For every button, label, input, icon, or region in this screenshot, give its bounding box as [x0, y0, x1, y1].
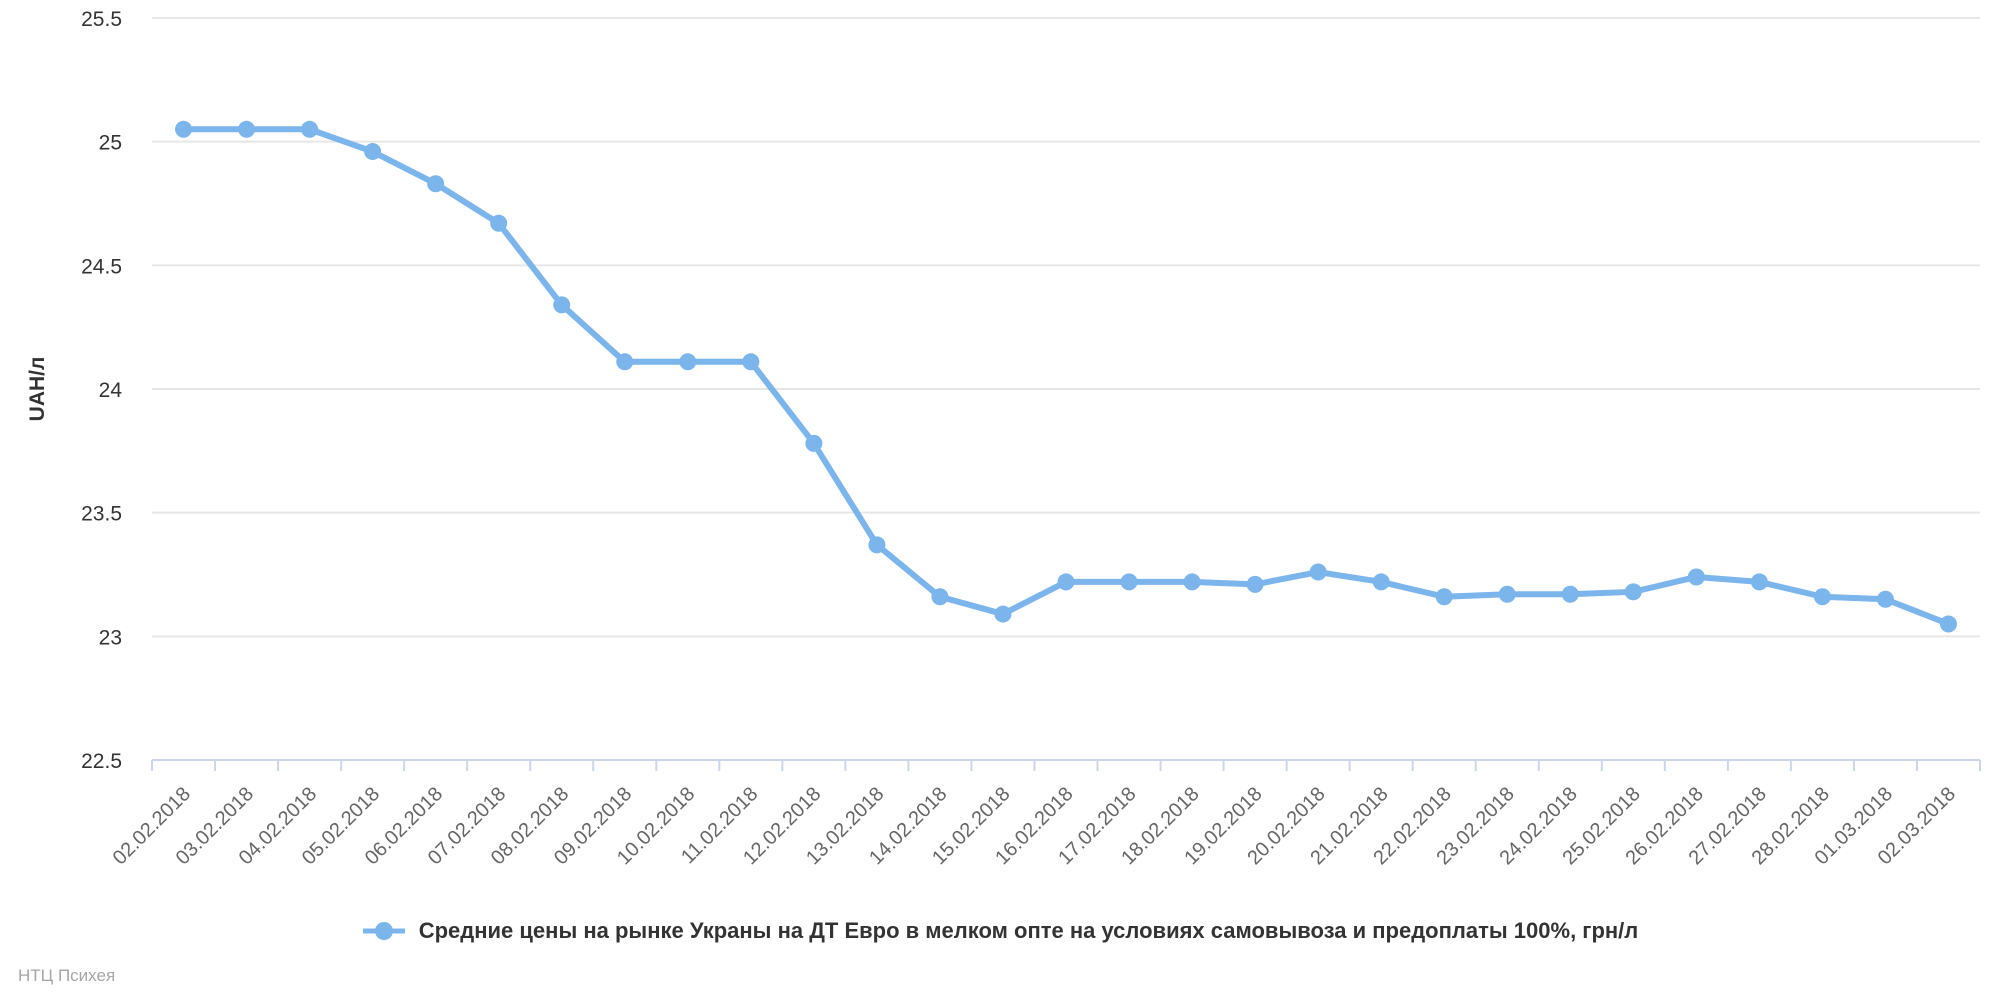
data-point-marker[interactable]	[175, 120, 193, 138]
data-point-marker[interactable]	[1057, 573, 1075, 591]
data-point-marker[interactable]	[994, 605, 1012, 623]
data-point-marker[interactable]	[1309, 563, 1327, 581]
y-axis-title: UAH/л	[26, 357, 49, 422]
data-point-marker[interactable]	[1120, 573, 1138, 591]
data-point-marker[interactable]	[490, 214, 508, 232]
data-point-marker[interactable]	[868, 536, 886, 554]
data-point-marker[interactable]	[238, 120, 256, 138]
y-axis-tick-label: 25.5	[81, 8, 122, 31]
credits-link[interactable]: НТЦ Психея	[18, 966, 116, 985]
data-point-marker[interactable]	[1750, 573, 1768, 591]
data-point-marker[interactable]	[301, 120, 319, 138]
data-point-marker[interactable]	[1813, 588, 1831, 606]
legend-label: Средние цены на рынке Украны на ДТ Евро …	[418, 918, 1639, 943]
data-point-marker[interactable]	[427, 175, 445, 193]
y-axis-tick-label: 24.5	[81, 255, 122, 278]
series-line	[180, 126, 1952, 627]
data-point-marker[interactable]	[616, 353, 634, 371]
data-point-marker[interactable]	[1561, 585, 1579, 603]
y-axis-tick-label: 23	[99, 626, 122, 649]
data-point-marker[interactable]	[1435, 588, 1453, 606]
y-axis-tick-label: 24	[99, 379, 123, 402]
legend-item[interactable]: Средние цены на рынке Украны на ДТ Евро …	[362, 918, 1639, 944]
legend: Средние цены на рынке Украны на ДТ Евро …	[0, 918, 2000, 944]
data-point-marker[interactable]	[1876, 590, 1894, 608]
data-point-marker[interactable]	[1372, 573, 1390, 591]
legend-series-marker-icon	[362, 922, 405, 940]
y-axis-tick-label: 25	[99, 132, 122, 155]
data-point-marker[interactable]	[1939, 615, 1957, 633]
data-point-marker[interactable]	[1246, 575, 1264, 593]
data-point-marker[interactable]	[805, 434, 823, 452]
y-axis-tick-label: 23.5	[81, 503, 122, 526]
data-point-marker[interactable]	[679, 353, 697, 371]
y-axis-tick-label: 22.5	[81, 750, 122, 773]
data-point-marker[interactable]	[742, 353, 760, 371]
data-point-marker[interactable]	[1687, 568, 1705, 586]
data-point-marker[interactable]	[553, 296, 571, 314]
data-point-marker[interactable]	[1624, 583, 1642, 601]
data-point-marker[interactable]	[1498, 585, 1516, 603]
data-point-marker[interactable]	[931, 588, 949, 606]
data-point-marker[interactable]	[1183, 573, 1201, 591]
data-point-marker[interactable]	[364, 143, 382, 161]
